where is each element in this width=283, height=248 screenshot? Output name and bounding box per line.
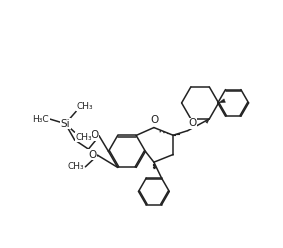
Text: O: O — [188, 118, 197, 128]
Text: CH₃: CH₃ — [67, 162, 84, 171]
Text: Si: Si — [61, 119, 70, 129]
Text: CH₃: CH₃ — [75, 133, 92, 142]
Text: O: O — [151, 115, 159, 125]
Text: O: O — [88, 150, 96, 159]
Text: H₃C: H₃C — [33, 115, 49, 124]
Text: CH₃: CH₃ — [77, 102, 93, 111]
Polygon shape — [218, 99, 225, 103]
Text: O: O — [90, 130, 98, 140]
